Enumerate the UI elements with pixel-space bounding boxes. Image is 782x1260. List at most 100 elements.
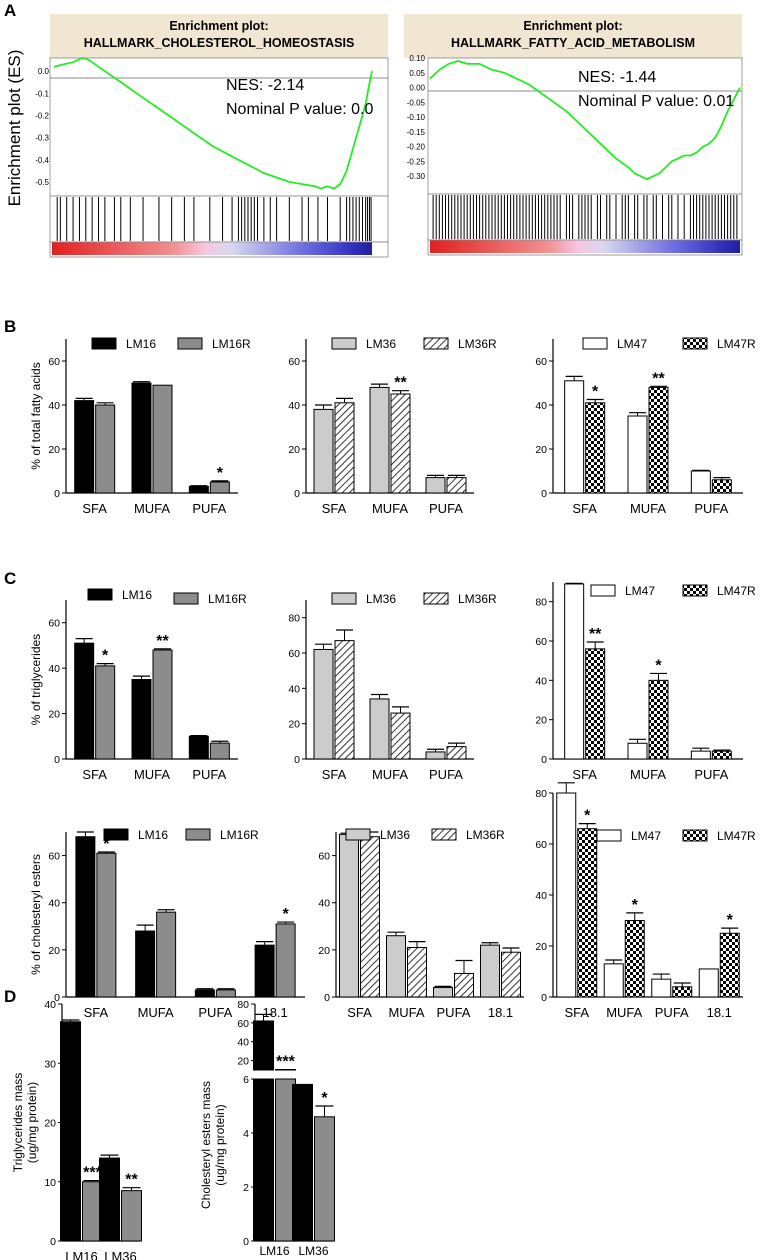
legend-swatch bbox=[431, 828, 457, 841]
hit-markers-1 bbox=[56, 197, 372, 241]
es-tick-label: -0.3 bbox=[35, 134, 49, 143]
bar-lm47 bbox=[690, 750, 711, 760]
es-tick-label: -0.1 bbox=[35, 89, 49, 98]
legend-swatch bbox=[682, 829, 708, 842]
bar-lm16 bbox=[188, 485, 209, 494]
y-tick-label: 60 bbox=[318, 851, 330, 863]
category-label: MUFA bbox=[388, 1005, 424, 1020]
legend-swatch bbox=[177, 337, 203, 350]
category-label: MUFA bbox=[606, 1005, 642, 1020]
category-label: SFA bbox=[572, 501, 597, 516]
bar-chart-c5: 0 20 40 60 SFA MUFA PUFA 18.1 LM36 LM36R bbox=[318, 828, 524, 1020]
bar-lm47r bbox=[719, 932, 740, 998]
bar-chart-d1: 0 10 20 30 40 LM16 *** LM36 ** Triglycerides mass… bbox=[11, 999, 142, 1260]
bar-lm16r bbox=[95, 404, 116, 494]
category-label: SFA bbox=[82, 501, 107, 516]
y-tick-label: 40 bbox=[535, 890, 547, 902]
legend-label: LM36R bbox=[466, 828, 505, 842]
bar-lm47r bbox=[711, 479, 732, 494]
legend-label: LM47R bbox=[717, 584, 756, 598]
legend-swatch bbox=[682, 584, 708, 597]
bar-lm47 bbox=[627, 742, 648, 760]
es-tick-label: -0.15 bbox=[407, 128, 426, 137]
y-axis-label: Triglycerides mass bbox=[11, 1073, 25, 1173]
bar-lm36 bbox=[433, 987, 453, 998]
es-tick-label: 0.00 bbox=[409, 84, 425, 93]
bar-lm16r bbox=[96, 852, 117, 998]
y-tick-label: 60 bbox=[48, 618, 60, 630]
y-tick-label: 40 bbox=[237, 1037, 249, 1049]
legend-label: LM47 bbox=[617, 337, 647, 351]
y-tick-label: 20 bbox=[535, 715, 547, 727]
legend-label: LM16 bbox=[126, 337, 156, 351]
bar-lm16r bbox=[215, 989, 236, 998]
bar-lm36 bbox=[425, 751, 446, 760]
legend-label: LM36R bbox=[458, 592, 497, 606]
legend-label: LM16R bbox=[208, 592, 247, 606]
legend-swatch bbox=[185, 828, 211, 841]
category-label: SFA bbox=[347, 1005, 372, 1020]
significance-marker: ** bbox=[589, 626, 602, 643]
bar-lm36r bbox=[446, 746, 467, 760]
legend-label: LM36 bbox=[366, 337, 396, 351]
bar-lm16 bbox=[131, 382, 152, 494]
es-tick-label: -0.25 bbox=[407, 157, 426, 166]
y-tick-label: 20 bbox=[288, 444, 300, 456]
bar-lm47r bbox=[585, 648, 606, 760]
bar-chart-d2: 20 40 60 80 0 2 4 6 LM16 *** LM36 * Cholesteryl este… bbox=[199, 999, 335, 1258]
bar-parental bbox=[292, 1083, 313, 1242]
legend-swatch bbox=[682, 337, 708, 350]
panel-letter-c: C bbox=[4, 569, 16, 588]
bar-lm16r bbox=[152, 384, 173, 494]
bar-resistant bbox=[121, 1190, 142, 1242]
legend-label: LM47 bbox=[631, 829, 661, 843]
bar-resistant bbox=[314, 1116, 335, 1242]
bar-lm47 bbox=[564, 380, 585, 494]
legend-swatch bbox=[582, 337, 608, 350]
y-tick-label: 0 bbox=[324, 992, 330, 1004]
es-tick-label: 0.0 bbox=[38, 67, 50, 76]
y-tick-label: 20 bbox=[48, 444, 60, 456]
bar-lm36r bbox=[390, 393, 411, 494]
y-tick-label: 80 bbox=[288, 613, 300, 625]
bar-lm16 bbox=[75, 836, 96, 998]
es-line-2 bbox=[429, 60, 741, 181]
bar-chart-c2: 0 20 40 60 80 SFA MUFA PUFA LM36 LM36R bbox=[288, 592, 497, 782]
category-label: LM36 bbox=[104, 1249, 137, 1260]
y-tick-label: 40 bbox=[44, 999, 56, 1011]
significance-marker: ** bbox=[394, 375, 407, 392]
y-tick-label: 60 bbox=[535, 356, 547, 368]
bar-lm36r bbox=[334, 640, 355, 760]
y-tick-label: 60 bbox=[535, 636, 547, 648]
y-tick-label: 40 bbox=[535, 400, 547, 412]
significance-marker: * bbox=[632, 897, 639, 914]
es-tick-label: -0.5 bbox=[35, 178, 49, 187]
bar-lm47 bbox=[651, 978, 672, 998]
category-label: PUFA bbox=[437, 1005, 471, 1020]
bar-lm16r bbox=[209, 742, 230, 760]
nes-label-2: NES: -1.44 bbox=[578, 69, 656, 86]
nes-label-1: NES: -2.14 bbox=[226, 77, 304, 94]
significance-marker: * bbox=[584, 808, 591, 825]
pval-label-1: Nominal P value: 0.0 bbox=[226, 101, 373, 118]
bar-lm36r bbox=[501, 951, 521, 998]
significance-marker: *** bbox=[276, 1054, 295, 1071]
category-label: SFA bbox=[322, 767, 347, 782]
bar-parental bbox=[60, 1021, 81, 1242]
y-tick-label: 60 bbox=[288, 648, 300, 660]
legend-label: LM16R bbox=[212, 337, 251, 351]
bar-chart-b1: 0 20 40 60 SFA MUFA PUFA * LM16 LM16R % of total f… bbox=[29, 337, 251, 516]
bar-lm47r bbox=[672, 986, 693, 998]
bar-lm16 bbox=[74, 642, 95, 760]
bar-lm16 bbox=[135, 930, 156, 998]
y-tick-label: 2 bbox=[243, 1182, 249, 1194]
significance-marker: * bbox=[321, 1090, 328, 1107]
bar-lm36 bbox=[313, 648, 334, 760]
bar-lm47r bbox=[648, 679, 669, 760]
bar-lm36r bbox=[334, 402, 355, 494]
bar-lm36r bbox=[407, 947, 427, 998]
es-tick-label: 0.10 bbox=[409, 54, 425, 63]
bar-lm47 bbox=[603, 963, 624, 998]
category-label: LM16 bbox=[65, 1249, 98, 1260]
